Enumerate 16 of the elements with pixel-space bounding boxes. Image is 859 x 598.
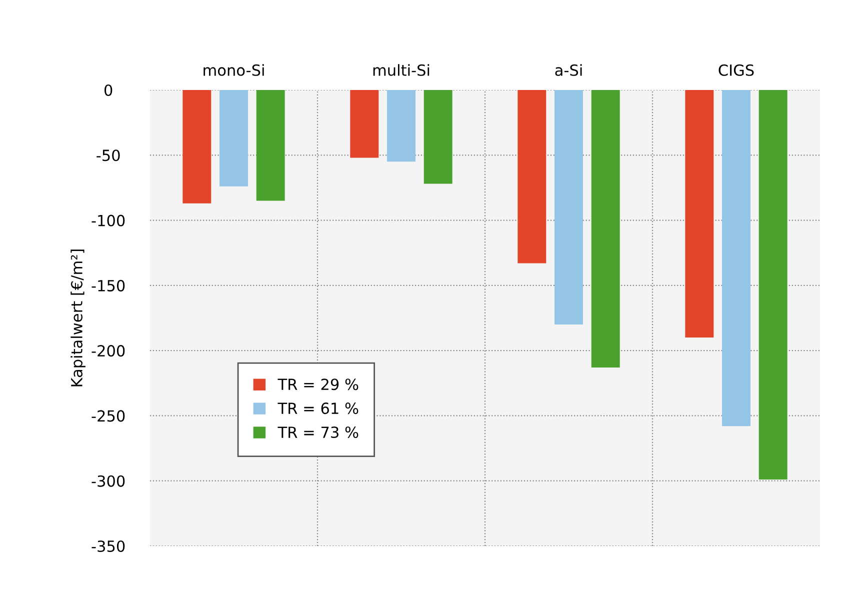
y-tick-label: 0: [104, 84, 112, 96]
y-tick-label: -300: [92, 475, 125, 487]
x-tick-label: mono-Si: [204, 64, 264, 76]
legend-label: TR = 61 %: [278, 402, 358, 414]
x-tick-label: CIGS: [718, 64, 754, 76]
x-tick-label: a-Si: [555, 64, 582, 76]
legend-label: TR = 29 %: [278, 378, 358, 390]
y-tick-label: -250: [92, 410, 125, 422]
legend-label: TR = 73 %: [278, 426, 358, 438]
y-tick-label: -50: [96, 150, 120, 162]
y-axis-title: Kapitalwert [€/m²]: [70, 250, 86, 386]
y-tick-label: -350: [92, 540, 125, 552]
x-tick-label: multi-Si: [373, 64, 430, 76]
y-tick-label: -150: [92, 280, 125, 292]
y-tick-label: -200: [92, 345, 125, 357]
y-tick-label: -100: [92, 214, 125, 226]
